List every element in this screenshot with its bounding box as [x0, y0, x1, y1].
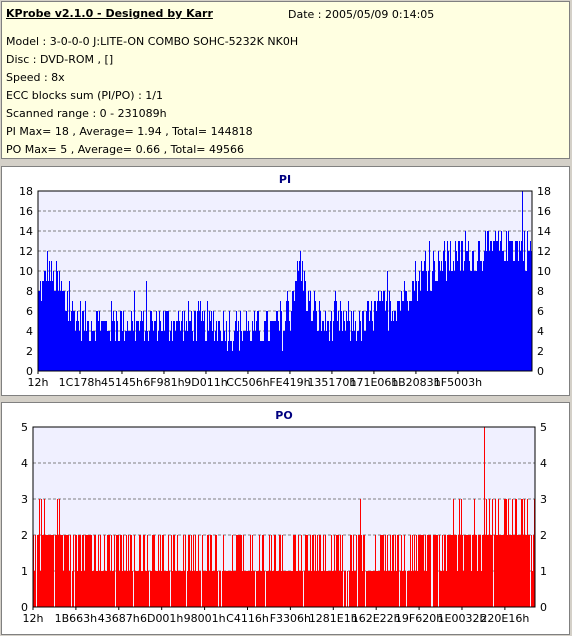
x-tick-label: 220E16h — [480, 612, 529, 625]
y-tick-right: 16 — [537, 205, 551, 218]
x-tick-label: 98001h — [184, 612, 226, 625]
x-tick-label: 162E22h — [352, 612, 401, 625]
x-tick-label: 171E06h — [349, 376, 398, 389]
x-tick-label: 45145h — [101, 376, 143, 389]
y-tick-left: 16 — [19, 205, 33, 218]
x-tick-label: 1B663h — [55, 612, 98, 625]
y-tick-right: 4 — [540, 457, 547, 470]
pi-stats-line: PI Max= 18 , Average= 1.94 , Total= 1448… — [6, 125, 253, 138]
x-tick-label: 6F981h — [143, 376, 184, 389]
po-chart-panel: PO 0 0 1 1 2 2 3 3 4 4 5 5 12h 1B663h 43687h 6D001h 98001… — [1, 402, 570, 635]
chart-title: PI — [279, 173, 291, 186]
y-tick-right: 5 — [540, 421, 547, 434]
chart-title: PO — [275, 409, 292, 422]
y-tick-left: 10 — [19, 265, 33, 278]
x-tick-label: CC506h — [226, 376, 269, 389]
y-tick-left: 14 — [19, 225, 33, 238]
y-tick-right: 14 — [537, 225, 551, 238]
y-tick-left: 0 — [21, 601, 28, 614]
x-tick-label: 9D011h — [184, 376, 227, 389]
x-tick-label: C4116h — [226, 612, 269, 625]
pi-chart: PI 0 0 2 2 4 4 6 6 8 8 10 10 12 12 14 14 16 16 18 18 12h 1C178… — [19, 173, 551, 389]
y-tick-left: 6 — [26, 305, 33, 318]
model-line: Model : 3-0-0-0 J:LITE-ON COMBO SOHC-523… — [6, 35, 299, 48]
y-tick-left: 12 — [19, 245, 33, 258]
y-tick-left: 2 — [26, 345, 33, 358]
app-title-text: KProbe v2.1.0 - Designed by Karr — [6, 7, 213, 20]
y-tick-right: 0 — [540, 601, 547, 614]
app-title: KProbe v2.1.0 - Designed by Karr — [6, 7, 213, 20]
x-tick-label: 1B2083h — [391, 376, 441, 389]
y-tick-left: 3 — [21, 493, 28, 506]
x-tick-label: 43687h — [98, 612, 140, 625]
y-tick-right: 3 — [540, 493, 547, 506]
y-tick-left: 0 — [26, 365, 33, 378]
y-tick-right: 12 — [537, 245, 551, 258]
x-tick-label: 19F620h — [395, 612, 443, 625]
x-tick-label: 1E0032h — [438, 612, 487, 625]
y-tick-right: 0 — [537, 365, 544, 378]
x-tick-label: 12h — [23, 612, 44, 625]
y-tick-left: 5 — [21, 421, 28, 434]
x-tick-label: 1281E1h — [309, 612, 358, 625]
info-panel: KProbe v2.1.0 - Designed by Karr Date : … — [1, 1, 570, 159]
x-tick-label: 1C178h — [59, 376, 102, 389]
y-tick-left: 1 — [21, 565, 28, 578]
x-tick-label: 6D001h — [140, 612, 183, 625]
x-tick-label: 1F5003h — [434, 376, 482, 389]
po-stats-line: PO Max= 5 , Average= 0.66 , Total= 49566 — [6, 143, 244, 156]
x-tick-label: 135170h — [307, 376, 356, 389]
plot-frame — [32, 426, 536, 608]
y-tick-right: 10 — [537, 265, 551, 278]
x-tick-label: 12h — [28, 376, 49, 389]
ecc-line: ECC blocks sum (PI/PO) : 1/1 — [6, 89, 163, 102]
y-tick-left: 8 — [26, 285, 33, 298]
y-tick-left: 4 — [21, 457, 28, 470]
y-tick-left: 4 — [26, 325, 33, 338]
po-chart: PO 0 0 1 1 2 2 3 3 4 4 5 5 12h 1B663h 43687h 6D001h 98001… — [21, 409, 547, 625]
disc-line: Disc : DVD-ROM , [] — [6, 53, 114, 66]
y-tick-right: 4 — [537, 325, 544, 338]
y-tick-left: 18 — [19, 185, 33, 198]
speed-line: Speed : 8x — [6, 71, 65, 84]
y-tick-left: 2 — [21, 529, 28, 542]
y-tick-right: 2 — [540, 529, 547, 542]
y-tick-right: 1 — [540, 565, 547, 578]
y-tick-right: 18 — [537, 185, 551, 198]
y-tick-right: 2 — [537, 345, 544, 358]
pi-chart-panel: PI 0 0 2 2 4 4 6 6 8 8 10 10 12 12 14 14 16 16 18 18 12h 1C178… — [1, 166, 570, 396]
y-tick-right: 6 — [537, 305, 544, 318]
scanned-range-line: Scanned range : 0 - 231089h — [6, 107, 167, 120]
plot-frame — [37, 190, 533, 372]
scan-date: Date : 2005/05/09 0:14:05 — [288, 8, 435, 21]
x-tick-label: F3306h — [270, 612, 311, 625]
x-tick-label: FE419h — [269, 376, 310, 389]
y-tick-right: 8 — [537, 285, 544, 298]
